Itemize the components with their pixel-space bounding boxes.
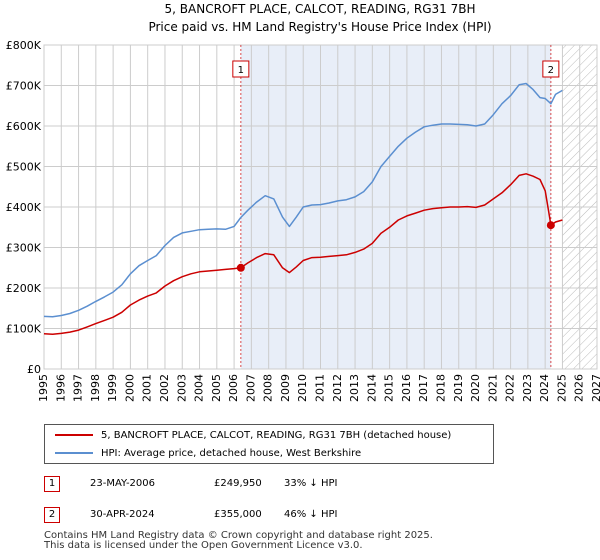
property-price-line — [43, 173, 563, 335]
legend-line-hpi — [55, 452, 93, 454]
x-tick-label: 2010 — [296, 374, 309, 402]
x-tick-label: 2021 — [486, 374, 499, 402]
x-tick-label: 2016 — [400, 374, 413, 402]
y-tick-label: £200K — [6, 282, 42, 295]
x-tick-label: 2014 — [365, 374, 378, 402]
x-tick-label: 2024 — [538, 374, 551, 402]
x-tick-label: 2006 — [227, 374, 240, 402]
transaction-badge: 1 — [44, 476, 60, 492]
x-tick-label: 2020 — [469, 374, 482, 402]
table-row: 1 23-MAY-2006 £249,950 33% ↓ HPI — [44, 476, 464, 496]
x-tick-label: 2018 — [434, 374, 447, 402]
x-tick-label: 2004 — [193, 374, 206, 402]
price-chart: 5, BANCROFT PLACE, CALCOT, READING, RG31… — [6, 2, 600, 402]
transaction-badge: 2 — [44, 507, 60, 523]
x-tick-label: 1999 — [106, 374, 119, 402]
legend-label-property: 5, BANCROFT PLACE, CALCOT, READING, RG31… — [101, 430, 452, 441]
hpi-line — [43, 82, 563, 318]
sale-point — [546, 221, 555, 230]
y-tick-label: £100K — [6, 323, 42, 336]
y-tick-label: £600K — [6, 120, 42, 133]
x-tick-label: 1997 — [72, 374, 85, 402]
marker-badge — [232, 60, 250, 78]
footer-line-2: This data is licensed under the Open Gov… — [44, 540, 363, 551]
y-tick-label: £500K — [6, 161, 42, 174]
plot-border — [43, 44, 598, 370]
x-tick-label: 2017 — [417, 374, 430, 402]
y-tick-label: £0 — [27, 363, 41, 376]
footer: Contains HM Land Registry data © Crown c… — [44, 531, 433, 551]
chart-title: 5, BANCROFT PLACE, CALCOT, READING, RG31… — [165, 2, 476, 16]
transaction-price: £355,000 — [214, 509, 262, 520]
x-tick-label: 2007 — [244, 374, 257, 402]
transaction-date: 23-MAY-2006 — [90, 478, 156, 489]
x-tick-label: 2013 — [348, 374, 361, 402]
transaction-hpi: 46% ↓ HPI — [284, 509, 338, 520]
x-tick-label: 2008 — [262, 374, 275, 402]
x-tick-label: 2001 — [141, 374, 154, 402]
marker-badge — [542, 60, 560, 78]
x-tick-label: 1996 — [54, 374, 67, 402]
x-tick-label: 2027 — [590, 374, 600, 402]
x-tick-label: 1998 — [89, 374, 102, 402]
legend-item-hpi: HPI: Average price, detached house, West… — [55, 446, 361, 462]
marker-badge-label: 2 — [548, 65, 554, 76]
y-tick-label: £400K — [6, 201, 42, 214]
x-tick-label: 2011 — [314, 374, 327, 402]
x-tick-label: 2000 — [123, 374, 136, 402]
chart-subtitle: Price paid vs. HM Land Registry's House … — [148, 20, 491, 34]
legend: 5, BANCROFT PLACE, CALCOT, READING, RG31… — [44, 424, 494, 464]
sale-point — [236, 263, 245, 272]
x-tick-label: 2003 — [175, 374, 188, 402]
y-tick-label: £800K — [6, 39, 42, 52]
x-tick-label: 2005 — [210, 374, 223, 402]
footer-line-1: Contains HM Land Registry data © Crown c… — [44, 530, 433, 541]
x-tick-label: 2009 — [279, 374, 292, 402]
x-tick-label: 2025 — [555, 374, 568, 402]
x-tick-label: 2023 — [521, 374, 534, 402]
x-tick-label: 1995 — [37, 374, 50, 402]
y-tick-label: £700K — [6, 80, 42, 93]
x-tick-label: 2019 — [452, 374, 465, 402]
table-row: 2 30-APR-2024 £355,000 46% ↓ HPI — [44, 507, 464, 527]
x-tick-label: 2015 — [383, 374, 396, 402]
legend-label-hpi: HPI: Average price, detached house, West… — [101, 448, 362, 459]
transaction-date: 30-APR-2024 — [90, 509, 155, 520]
x-tick-label: 2012 — [331, 374, 344, 402]
transaction-price: £249,950 — [214, 478, 262, 489]
y-tick-label: £300K — [6, 242, 42, 255]
marker-badge-label: 1 — [238, 65, 244, 76]
x-tick-label: 2022 — [504, 374, 517, 402]
legend-line-property — [55, 434, 93, 436]
legend-item-property: 5, BANCROFT PLACE, CALCOT, READING, RG31… — [55, 428, 451, 444]
transaction-hpi: 33% ↓ HPI — [284, 478, 338, 489]
x-tick-label: 2002 — [158, 374, 171, 402]
plot-area: £0 £100K £200K £300K £400K £500K £600K £700K £80… — [6, 39, 600, 402]
x-tick-label: 2026 — [573, 374, 586, 402]
